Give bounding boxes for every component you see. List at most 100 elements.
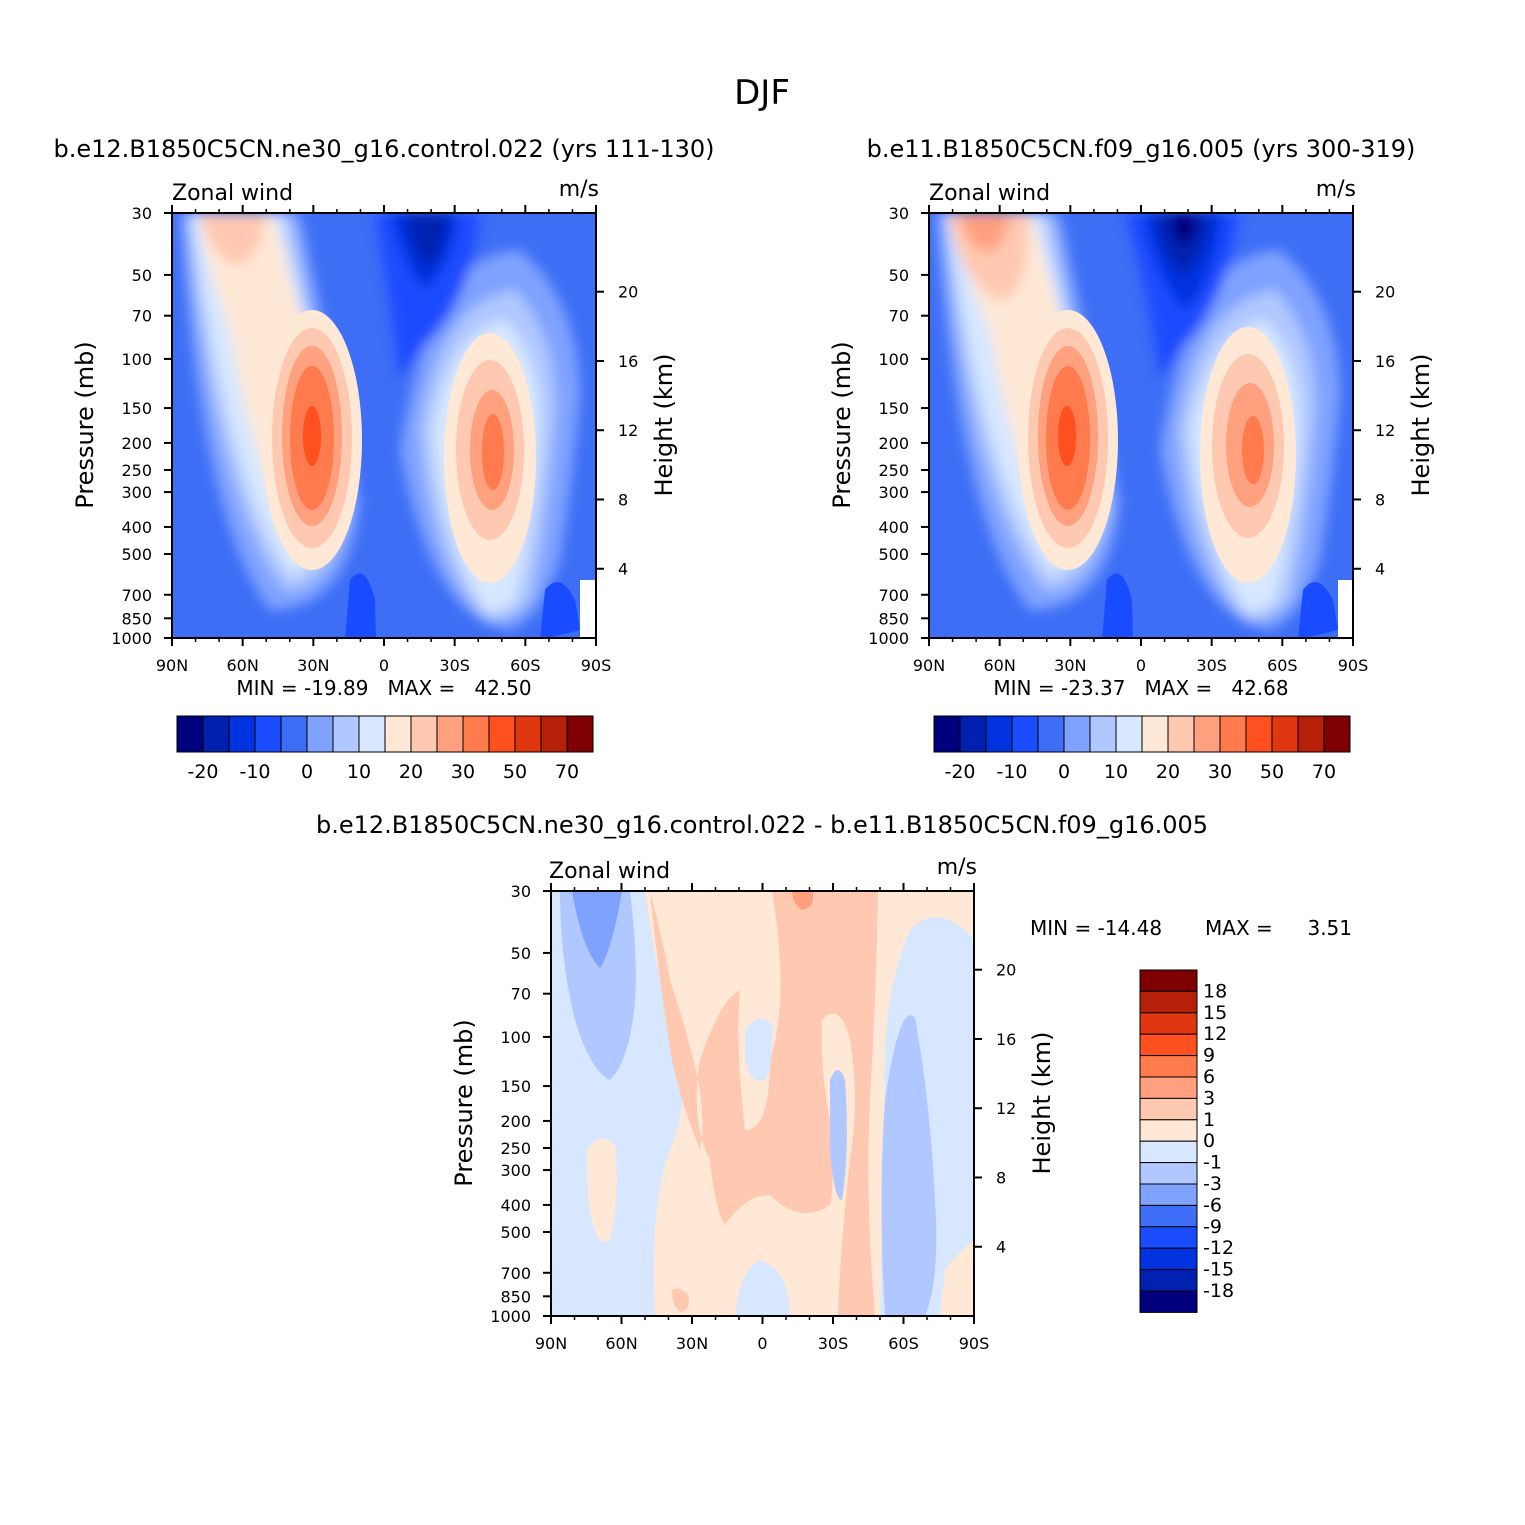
panel-3-units: m/s bbox=[937, 855, 977, 880]
colorbar-box bbox=[410, 715, 438, 753]
colorbar-label: -15 bbox=[1203, 1259, 1234, 1281]
colorbar-box bbox=[1063, 715, 1091, 753]
colorbar-label: -10 bbox=[996, 761, 1027, 783]
x-tick-label: 60N bbox=[605, 1334, 637, 1353]
colorbar-box bbox=[540, 715, 568, 753]
y-tick-label: 150 bbox=[500, 1077, 531, 1096]
colorbar-box bbox=[1271, 715, 1299, 753]
colorbar-box bbox=[384, 715, 412, 753]
panel-1-units: m/s bbox=[559, 177, 599, 202]
y-tick-label: 70 bbox=[511, 985, 531, 1004]
panel-1: b.e12.B1850C5CN.ne30_g16.control.022 (yr… bbox=[53, 135, 714, 783]
colorbar-box bbox=[306, 715, 334, 753]
y-tick-label: 50 bbox=[511, 944, 531, 963]
panel-1-axes: 90N 60N 30N 0 30S 60S 90S 30 50 70 100 150 200 250 300… bbox=[111, 204, 638, 675]
colorbar-label: 50 bbox=[1260, 761, 1284, 783]
y-tick-label: 1000 bbox=[868, 629, 909, 648]
x-tick-label: 90N bbox=[156, 656, 188, 675]
x-tick-label: 60N bbox=[227, 656, 259, 675]
colorbar-label: 30 bbox=[1208, 761, 1232, 783]
colorbar-label: 30 bbox=[451, 761, 475, 783]
y2-tick-label: 8 bbox=[1375, 490, 1385, 509]
panel-1-jet-sh-4 bbox=[482, 414, 504, 490]
panel-3-left-label: Zonal wind bbox=[549, 859, 670, 884]
colorbar-label: -20 bbox=[187, 761, 218, 783]
panel-2-units: m/s bbox=[1316, 177, 1356, 202]
y2-tick-label: 12 bbox=[618, 421, 638, 440]
colorbar-box bbox=[1089, 715, 1117, 753]
y-tick-label: 200 bbox=[878, 434, 909, 453]
y2-tick-label: 20 bbox=[1375, 283, 1395, 302]
x-tick-label: 60S bbox=[1267, 656, 1298, 675]
colorbar-box bbox=[1139, 1269, 1198, 1292]
y-tick-label: 1000 bbox=[490, 1307, 531, 1326]
colorbar-box bbox=[1139, 1162, 1198, 1185]
y2-tick-label: 4 bbox=[996, 1238, 1006, 1257]
y2-tick-label: 4 bbox=[1375, 560, 1385, 579]
colorbar-box bbox=[1323, 715, 1351, 753]
x-tick-label: 0 bbox=[757, 1334, 767, 1353]
colorbar-label: 12 bbox=[1203, 1023, 1227, 1045]
colorbar-label: -10 bbox=[239, 761, 270, 783]
x-tick-label: 30S bbox=[439, 656, 470, 675]
colorbar-box bbox=[1037, 715, 1065, 753]
colorbar-label: 20 bbox=[1156, 761, 1180, 783]
y-tick-label: 100 bbox=[878, 350, 909, 369]
panel-3-axes: 90N 60N 30N 0 30S 60S 90S 30 50 70 100 150 200 250 300… bbox=[490, 882, 1016, 1353]
x-tick-label: 90S bbox=[581, 656, 612, 675]
colorbar-box bbox=[280, 715, 308, 753]
colorbar-label: -9 bbox=[1203, 1216, 1222, 1238]
panel-3: b.e12.B1850C5CN.ne30_g16.control.022 - b… bbox=[316, 811, 1352, 1353]
colorbar-label: -3 bbox=[1203, 1173, 1222, 1195]
panel-3-stats-max-value: 3.51 bbox=[1307, 916, 1352, 940]
y-tick-label: 30 bbox=[132, 204, 152, 223]
y2-tick-label: 12 bbox=[996, 1099, 1016, 1118]
panel-2-jet-sh-4 bbox=[1242, 416, 1264, 484]
panel-1-field bbox=[172, 213, 596, 638]
colorbar-box bbox=[1139, 1247, 1198, 1271]
colorbar-box bbox=[933, 715, 961, 753]
colorbar-label: 18 bbox=[1203, 980, 1227, 1002]
x-tick-label: 90N bbox=[535, 1334, 567, 1353]
y2-tick-label: 8 bbox=[996, 1168, 1006, 1187]
panel-2-colorbar: -20 -10 0 10 20 30 50 70 bbox=[933, 715, 1351, 783]
y-tick-label: 300 bbox=[500, 1161, 531, 1180]
panel-3-blue-patch-nh-dark bbox=[572, 891, 622, 968]
y2-tick-label: 20 bbox=[996, 961, 1016, 980]
y2-tick-label: 4 bbox=[618, 560, 628, 579]
colorbar-label: -20 bbox=[944, 761, 975, 783]
x-tick-label: 0 bbox=[379, 656, 389, 675]
panel-1-ylabel: Pressure (mb) bbox=[71, 341, 99, 508]
colorbar-label: -1 bbox=[1203, 1152, 1222, 1174]
colorbar-box bbox=[1139, 1226, 1198, 1249]
colorbar-label: 9 bbox=[1203, 1045, 1215, 1067]
y-tick-label: 100 bbox=[500, 1028, 531, 1047]
panel-3-band-salmon bbox=[650, 891, 878, 1316]
y-tick-label: 250 bbox=[500, 1139, 531, 1158]
panel-2-field bbox=[929, 213, 1353, 638]
panel-3-peach-patch-nh bbox=[587, 1138, 617, 1242]
panel-1-jet-nh-5 bbox=[303, 406, 321, 466]
colorbar-label: -6 bbox=[1203, 1194, 1222, 1216]
colorbar-box bbox=[1139, 1183, 1198, 1206]
y-tick-label: 200 bbox=[500, 1112, 531, 1131]
y-tick-label: 400 bbox=[500, 1196, 531, 1215]
panel-1-blue-south bbox=[540, 582, 580, 638]
panel-3-stats-max: MAX = bbox=[1205, 916, 1273, 940]
panel-2-title: b.e11.B1850C5CN.f09_g16.005 (yrs 300-319… bbox=[867, 135, 1416, 163]
y-tick-label: 1000 bbox=[111, 629, 152, 648]
colorbar-box bbox=[959, 715, 987, 753]
panel-2-axes: 90N 60N 30N 0 30S 60S 90S 30 50 70 100 150 200 250 300… bbox=[868, 204, 1395, 675]
panel-3-stats-min: MIN = -14.48 bbox=[1030, 916, 1162, 940]
colorbar-box bbox=[1115, 715, 1143, 753]
panel-1-strat-core bbox=[405, 213, 450, 270]
panel-3-band-peach-low bbox=[940, 1240, 974, 1316]
colorbar-label: 70 bbox=[1312, 761, 1336, 783]
panel-2-jets bbox=[1018, 310, 1296, 583]
panel-1-south-edge bbox=[580, 580, 596, 638]
panel-3-ylabel: Pressure (mb) bbox=[450, 1019, 478, 1186]
colorbar-box bbox=[1297, 715, 1325, 753]
y-tick-label: 30 bbox=[889, 204, 909, 223]
colorbar-label: 0 bbox=[1058, 761, 1070, 783]
